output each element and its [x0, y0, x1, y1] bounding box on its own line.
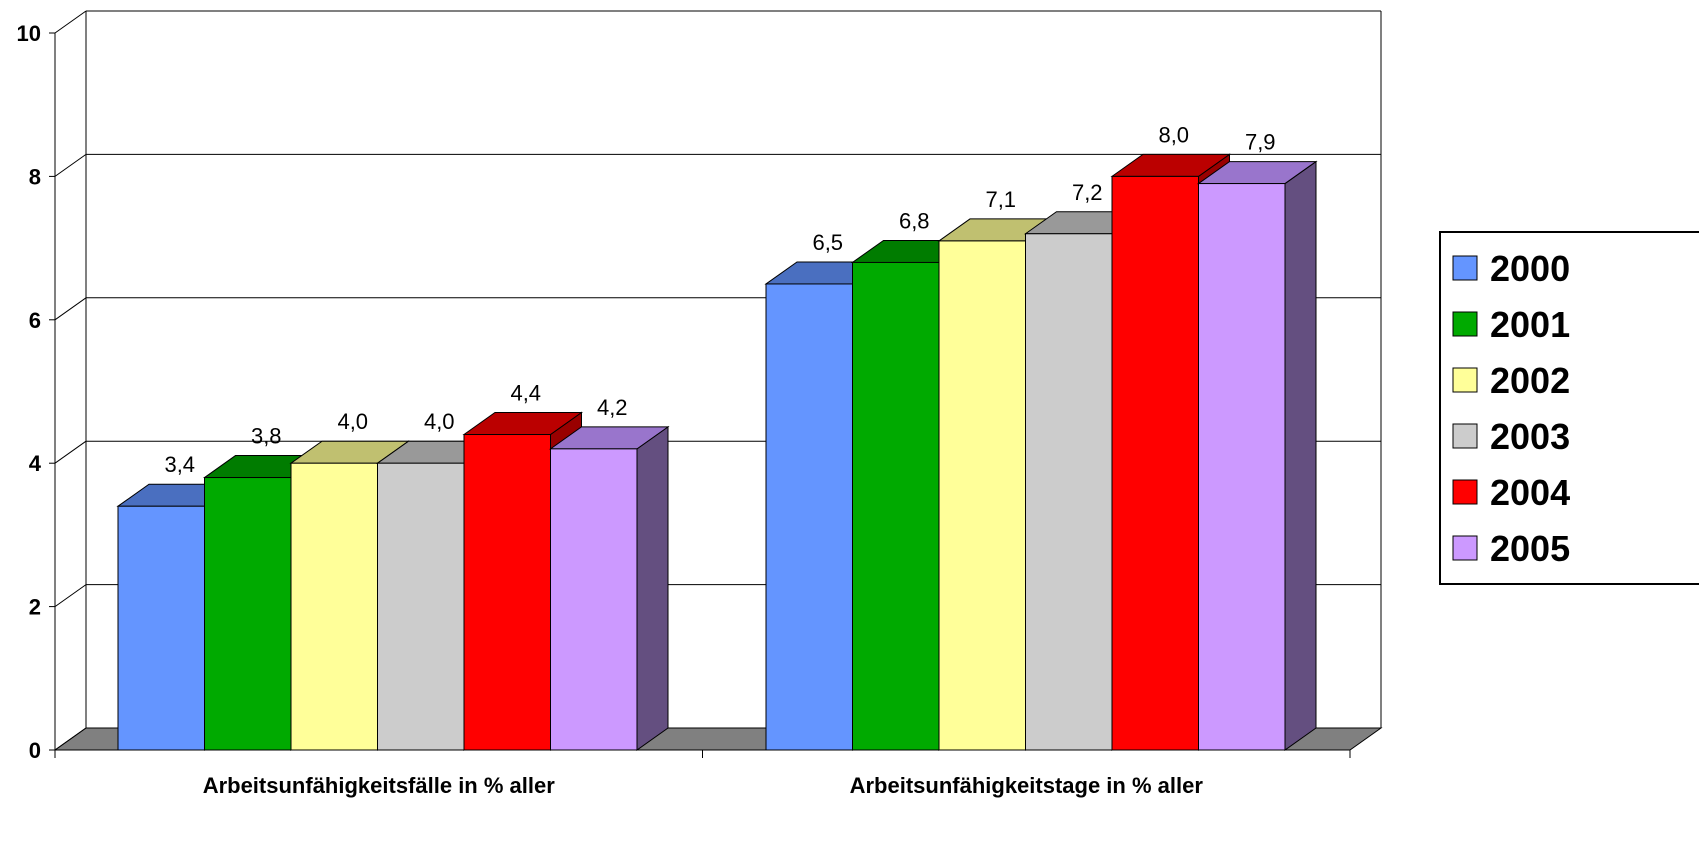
- legend-swatch: [1452, 423, 1478, 449]
- data-label: 3,8: [251, 424, 282, 449]
- legend: 2000 2001 2002 2003 2004 2005: [1439, 231, 1699, 585]
- data-label: 4,0: [424, 409, 455, 434]
- bar-front: [1198, 183, 1286, 751]
- bar-side: [1284, 160, 1317, 751]
- category-label: Arbeitsunfähigkeitsfälle in % aller: [203, 773, 556, 798]
- bar-front: [290, 462, 378, 751]
- gridline-diagonal: [54, 153, 87, 177]
- legend-label: 2003: [1490, 416, 1570, 457]
- legend-box: [1439, 231, 1699, 585]
- legend-label: 2001: [1490, 304, 1570, 345]
- data-label: 8,0: [1158, 122, 1189, 147]
- y-tick-label: 4: [29, 451, 42, 476]
- data-label: 7,1: [985, 187, 1016, 212]
- bar-front: [765, 283, 853, 751]
- bar-front: [852, 261, 940, 751]
- data-label: 7,9: [1245, 130, 1276, 155]
- bar-front: [1025, 233, 1113, 751]
- data-label: 4,0: [337, 409, 368, 434]
- legend-swatch: [1452, 367, 1478, 393]
- bar-front: [1111, 175, 1199, 751]
- data-labels: 3,4 3,8 4,0 4,0 4,4 4,2 6,5 6,8 7,1 7,2 8,0 7,9: [164, 122, 1275, 477]
- gridline-diagonal: [54, 10, 87, 34]
- legend-swatch: [1452, 535, 1478, 561]
- data-label: 7,2: [1072, 180, 1103, 205]
- bars: [116, 153, 1318, 751]
- legend-swatch: [1452, 311, 1478, 337]
- bar-front: [463, 434, 551, 751]
- legend-label: 2005: [1490, 528, 1570, 569]
- gridline-diagonal: [54, 727, 87, 751]
- bar-front: [938, 240, 1026, 751]
- y-tick-label: 2: [29, 595, 41, 620]
- data-label: 6,5: [812, 230, 843, 255]
- y-tick-label: 0: [29, 738, 41, 763]
- legend-swatch: [1452, 479, 1478, 505]
- data-label: 4,2: [597, 395, 628, 420]
- gridline-diagonal: [54, 440, 87, 464]
- bar-side: [636, 425, 669, 751]
- bar: [1196, 160, 1318, 751]
- legend-label: 2004: [1490, 472, 1570, 513]
- data-label: 6,8: [899, 208, 930, 233]
- legend-label: 2002: [1490, 360, 1570, 401]
- y-tick-label: 10: [17, 21, 41, 46]
- y-tick-label: 6: [29, 308, 41, 333]
- gridline-diagonal: [54, 297, 87, 321]
- legend-label: 2000: [1490, 248, 1570, 289]
- axes: 0 2 4 6 8 10 Arbeitsunfähigkeitsfälle in % all…: [17, 21, 1351, 798]
- y-tick-label: 8: [29, 164, 41, 189]
- bar-front: [204, 477, 292, 751]
- bar: [548, 425, 670, 751]
- legend-swatch: [1452, 255, 1478, 281]
- bar-front: [377, 462, 465, 751]
- data-label: 3,4: [164, 452, 195, 477]
- bar-front: [550, 448, 638, 751]
- bar-front: [117, 505, 205, 751]
- gridline-diagonal: [54, 584, 87, 608]
- category-label: Arbeitsunfähigkeitstage in % aller: [850, 773, 1204, 798]
- data-label: 4,4: [510, 381, 541, 406]
